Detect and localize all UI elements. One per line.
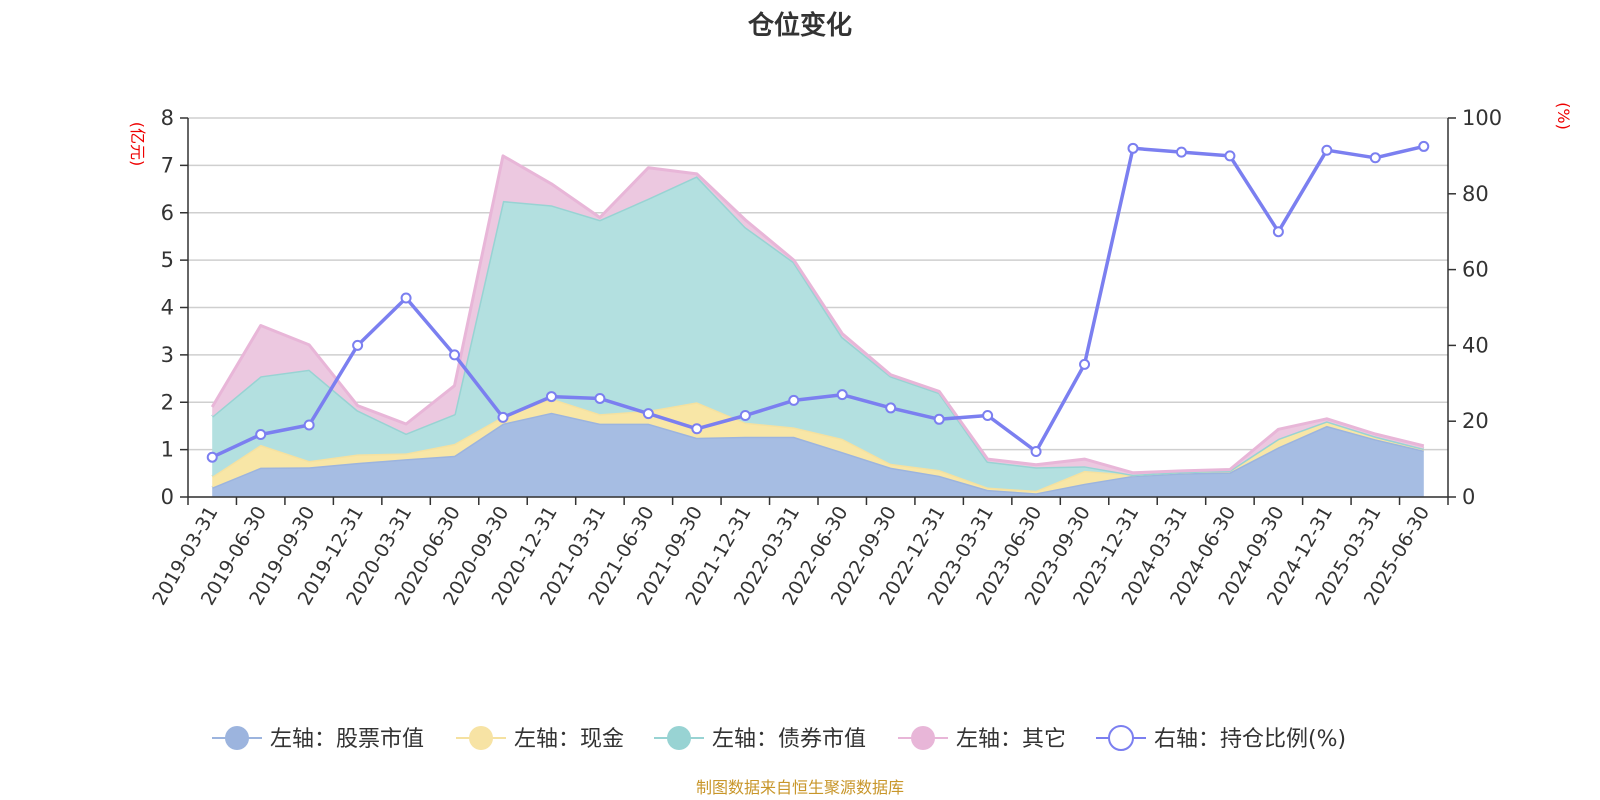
right-tick-label: 20 [1462,409,1489,433]
ratio-point [1030,446,1042,458]
legend-swatch-dot [667,726,691,750]
right-tick-label: 100 [1462,106,1502,130]
right-tick-label: 80 [1462,182,1489,206]
area-fill [212,412,1424,497]
left-tick-label: 8 [161,106,174,130]
ratio-point [642,408,654,420]
ratio-point [933,413,945,425]
legend-label: 左轴：现金 [514,727,624,752]
right-tick-label: 40 [1462,333,1489,357]
ratio-point [206,451,218,463]
left-tick-label: 6 [161,201,174,225]
legend-item[interactable]: 左轴：其它 [898,726,1066,752]
ratio-point [1321,144,1333,156]
left-tick-label: 4 [161,296,174,320]
legend-label: 右轴：持仓比例(%) [1154,727,1346,752]
ratio-point [255,428,267,440]
right-axis-unit: (%) [1554,102,1573,130]
ratio-line [211,144,1425,459]
left-axis-unit: (亿元) [128,122,147,167]
ratio-point [449,349,461,361]
left-tick-label: 3 [161,343,174,367]
legend-swatch-dot [1108,725,1134,751]
legend-swatch-dot [469,726,493,750]
area-edge-line [210,154,1425,475]
ratio-point [788,394,800,406]
right-tick-label: 0 [1462,485,1475,509]
left-tick-label: 1 [161,438,174,462]
ratio-point [739,410,751,422]
area-fill [212,398,1424,494]
ratio-line-series [206,140,1430,463]
ratio-point [1369,152,1381,164]
chart-title: 仓位变化 [747,10,852,41]
ratio-point [885,402,897,414]
ratio-point [352,339,364,351]
left-tick-label: 7 [161,153,174,177]
ratio-point [982,410,994,422]
ratio-point [1224,150,1236,162]
ratio-point [691,423,703,435]
ratio-point [1079,358,1091,370]
left-tick-label: 0 [161,485,174,509]
legend-item[interactable]: 左轴：股票市值 [212,726,424,752]
ratio-point [594,392,606,404]
left-tick-label: 2 [161,390,174,414]
legend-item[interactable]: 左轴：债券市值 [654,726,866,752]
area-series [210,154,1425,497]
ratio-point [303,419,315,431]
legend-label: 左轴：其它 [956,727,1066,752]
ratio-point [1175,146,1187,158]
ratio-point [836,389,848,401]
legend-item[interactable]: 右轴：持仓比例(%) [1096,725,1346,752]
legend-label: 左轴：债券市值 [712,727,866,752]
ratio-point [400,292,412,304]
ratio-point [1127,142,1139,154]
ratio-point [497,411,509,423]
ratio-point [545,391,557,403]
ratio-point [1418,140,1430,152]
right-tick-label: 60 [1462,258,1489,282]
legend-swatch-dot [225,726,249,750]
legend-item[interactable]: 左轴：现金 [456,726,624,752]
legend-label: 左轴：股票市值 [270,727,424,752]
ratio-point [1272,226,1284,238]
footer-source: 制图数据来自恒生聚源数据库 [696,778,904,797]
legend: 左轴：股票市值 左轴：现金 左轴：债券市值 左轴：其它 右轴：持仓比例(%) [212,725,1346,752]
area-fill [212,176,1424,491]
left-tick-label: 5 [161,248,174,272]
legend-swatch-dot [911,726,935,750]
